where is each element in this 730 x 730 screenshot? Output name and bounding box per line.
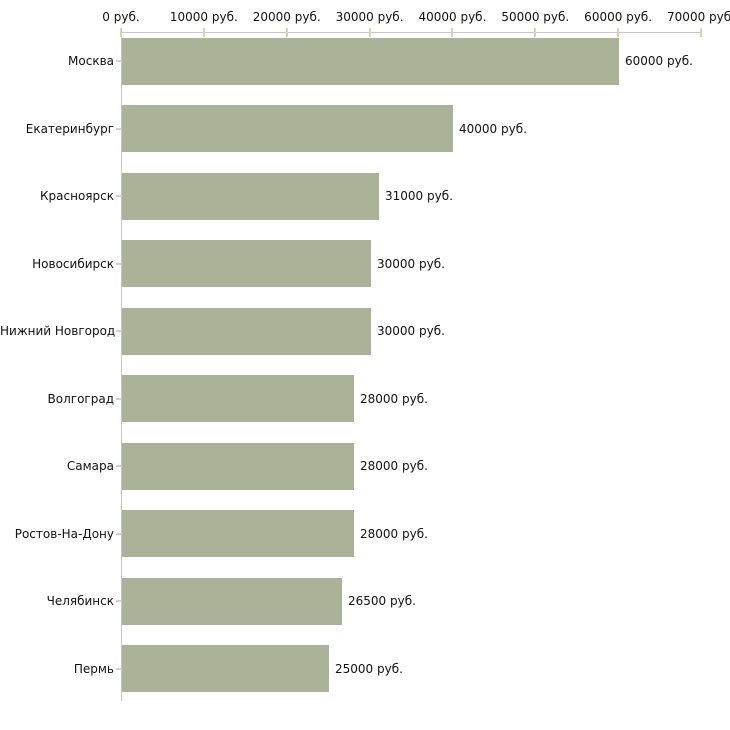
- x-tick-label: 40000 руб.: [418, 10, 487, 24]
- category-tick-mark: [116, 600, 121, 602]
- bar: [122, 375, 354, 422]
- x-tick-mark: [120, 28, 122, 37]
- category-tick-mark: [116, 465, 121, 467]
- bar: [122, 240, 371, 287]
- category-tick-mark: [116, 195, 121, 197]
- bar: [122, 307, 371, 355]
- value-label: 60000 руб.: [625, 54, 693, 68]
- bar: [122, 645, 329, 692]
- x-tick-mark: [700, 28, 702, 37]
- x-tick-label: 0 руб.: [102, 10, 140, 24]
- value-label: 28000 руб.: [360, 459, 428, 473]
- category-tick-mark: [116, 127, 121, 130]
- category-label: Самара: [66, 459, 114, 473]
- value-label: 40000 руб.: [459, 121, 527, 136]
- category-tick-mark: [116, 60, 121, 62]
- x-tick-label: 50000 руб.: [501, 10, 570, 24]
- value-axis-line: [121, 32, 702, 33]
- x-tick-mark: [202, 28, 205, 37]
- value-label: 26500 руб.: [348, 594, 416, 608]
- x-tick-label: 20000 руб.: [252, 10, 321, 24]
- category-tick-mark: [116, 397, 121, 400]
- category-label: Новосибирск: [32, 256, 114, 271]
- x-tick-label: 30000 руб.: [335, 10, 404, 24]
- x-tick-label: 10000 руб.: [169, 10, 238, 24]
- bar: [122, 105, 453, 152]
- value-label: 31000 руб.: [385, 189, 453, 203]
- x-tick-mark: [617, 28, 620, 37]
- bar: [122, 37, 619, 85]
- bar: [122, 510, 354, 557]
- category-label: Пермь: [73, 661, 114, 676]
- category-label: Ростов-На-Дону: [14, 526, 114, 541]
- bar: [122, 442, 354, 490]
- category-label: Челябинск: [46, 594, 114, 608]
- x-tick-mark: [368, 28, 371, 37]
- x-tick-mark: [534, 28, 537, 37]
- category-tick-mark: [116, 262, 121, 265]
- category-label: Красноярск: [40, 189, 114, 203]
- bar: [122, 577, 342, 625]
- x-tick-mark: [285, 28, 288, 37]
- category-tick-mark: [116, 667, 121, 670]
- category-label: Москва: [68, 54, 114, 68]
- category-axis-line: [121, 32, 122, 701]
- x-tick-mark: [451, 28, 454, 37]
- value-label: 30000 руб.: [377, 256, 445, 271]
- category-label: Нижний Новгород: [0, 324, 116, 338]
- value-label: 30000 руб.: [377, 324, 445, 338]
- category-tick-mark: [116, 330, 121, 332]
- value-label: 25000 руб.: [335, 661, 403, 676]
- category-tick-mark: [116, 532, 121, 535]
- x-tick-label: 70000 руб.: [667, 10, 730, 24]
- x-tick-label: 60000 руб.: [584, 10, 653, 24]
- value-label: 28000 руб.: [360, 526, 428, 541]
- value-label: 28000 руб.: [360, 391, 428, 406]
- category-label: Екатеринбург: [25, 121, 114, 136]
- category-label: Волгоград: [47, 391, 114, 406]
- bar: [122, 172, 379, 220]
